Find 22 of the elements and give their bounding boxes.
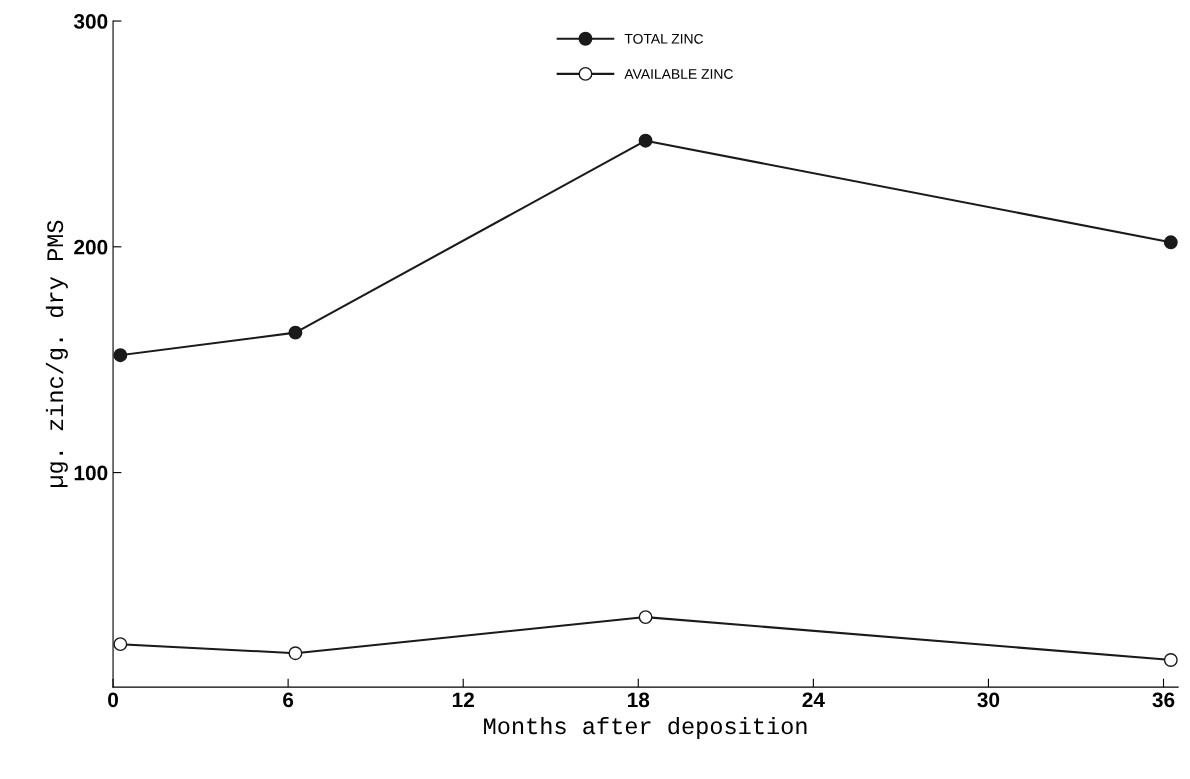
point: [288, 325, 303, 340]
x-tick-label: 24: [802, 692, 825, 708]
x-axis-title: Months after deposition: [484, 716, 807, 739]
x-tick-label: 12: [452, 692, 474, 708]
point: [638, 610, 653, 625]
y-tick-label: 100: [74, 465, 108, 481]
point: [1163, 235, 1178, 250]
y-axis-title: µg. zinc/g. dry PMS: [45, 220, 68, 488]
point: [113, 637, 128, 652]
x-tick-label: 0: [108, 692, 118, 708]
point: [638, 133, 653, 148]
legend-label: TOTAL ZINC: [624, 33, 704, 44]
legend-label: AVAILABLE ZINC: [624, 69, 733, 79]
x-tick-label: 6: [283, 692, 294, 708]
x-tick-label: 30: [977, 692, 1000, 708]
y-tick-label: 200: [74, 239, 108, 255]
point: [1163, 653, 1178, 667]
y-tick-label: 300: [73, 14, 108, 29]
point: [113, 348, 128, 363]
x-tick-label: 18: [628, 692, 650, 708]
point: [288, 646, 303, 661]
x-tick-label: 36: [1152, 692, 1175, 708]
